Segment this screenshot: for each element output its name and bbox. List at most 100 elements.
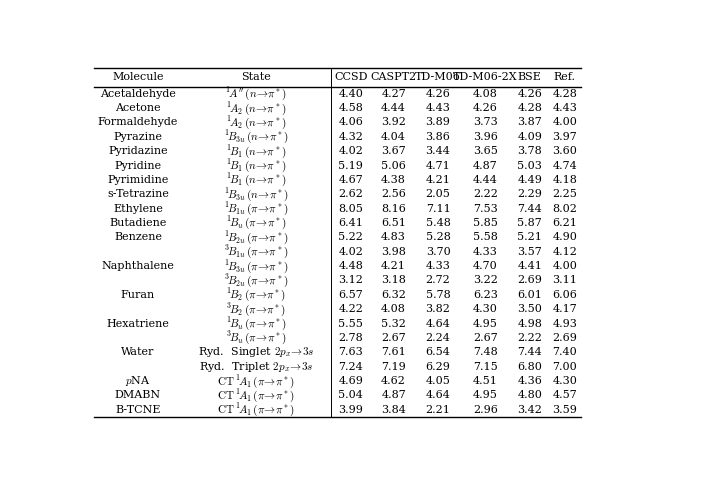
Text: 5.04: 5.04 bbox=[338, 390, 364, 400]
Text: 4.30: 4.30 bbox=[473, 304, 498, 314]
Text: 7.61: 7.61 bbox=[381, 347, 406, 357]
Text: 7.44: 7.44 bbox=[518, 204, 542, 214]
Text: Pyrimidine: Pyrimidine bbox=[108, 175, 168, 185]
Text: 7.53: 7.53 bbox=[473, 204, 498, 214]
Text: 5.21: 5.21 bbox=[517, 232, 542, 243]
Text: 3.78: 3.78 bbox=[518, 146, 542, 156]
Text: 4.71: 4.71 bbox=[426, 161, 450, 170]
Text: 2.78: 2.78 bbox=[338, 333, 364, 343]
Text: 4.74: 4.74 bbox=[552, 161, 577, 170]
Text: 4.98: 4.98 bbox=[517, 319, 542, 328]
Text: 4.21: 4.21 bbox=[381, 261, 406, 271]
Text: $p$NA: $p$NA bbox=[125, 374, 151, 388]
Text: $^1\!B_2\,(\pi\!\rightarrow\!\pi^*)$: $^1\!B_2\,(\pi\!\rightarrow\!\pi^*)$ bbox=[227, 286, 286, 303]
Text: 4.36: 4.36 bbox=[517, 376, 542, 386]
Text: $^3\!B_2\,(\pi\!\rightarrow\!\pi^*)$: $^3\!B_2\,(\pi\!\rightarrow\!\pi^*)$ bbox=[227, 300, 286, 318]
Text: Pyrazine: Pyrazine bbox=[113, 132, 163, 142]
Text: 4.21: 4.21 bbox=[426, 175, 450, 185]
Text: 5.87: 5.87 bbox=[518, 218, 542, 228]
Text: CCSD: CCSD bbox=[334, 73, 368, 82]
Text: Benzene: Benzene bbox=[114, 232, 162, 243]
Text: 3.67: 3.67 bbox=[381, 146, 406, 156]
Text: 4.06: 4.06 bbox=[338, 117, 364, 128]
Text: 3.89: 3.89 bbox=[426, 117, 450, 128]
Text: $^1\!B_{3u}\,(n\!\rightarrow\!\pi^*)$: $^1\!B_{3u}\,(n\!\rightarrow\!\pi^*)$ bbox=[224, 128, 289, 145]
Text: $^1\!B_u\,(\pi\!\rightarrow\!\pi^*)$: $^1\!B_u\,(\pi\!\rightarrow\!\pi^*)$ bbox=[226, 315, 287, 332]
Text: 5.48: 5.48 bbox=[426, 218, 450, 228]
Text: 4.32: 4.32 bbox=[338, 132, 364, 142]
Text: Butadiene: Butadiene bbox=[109, 218, 166, 228]
Text: TD-M06-2X: TD-M06-2X bbox=[453, 73, 518, 82]
Text: 4.51: 4.51 bbox=[473, 376, 498, 386]
Text: 5.06: 5.06 bbox=[381, 161, 406, 170]
Text: $^3\!B_u\,(\pi\!\rightarrow\!\pi^*)$: $^3\!B_u\,(\pi\!\rightarrow\!\pi^*)$ bbox=[226, 329, 287, 347]
Text: 4.28: 4.28 bbox=[517, 103, 542, 113]
Text: $\mathrm{CT}\,^1\!A_1\,(\pi\!\rightarrow\!\pi^*)$: $\mathrm{CT}\,^1\!A_1\,(\pi\!\rightarrow… bbox=[217, 401, 295, 418]
Text: 4.26: 4.26 bbox=[517, 89, 542, 99]
Text: 3.98: 3.98 bbox=[381, 247, 406, 257]
Text: 6.57: 6.57 bbox=[338, 290, 364, 300]
Text: 4.22: 4.22 bbox=[338, 304, 364, 314]
Text: Pyridazine: Pyridazine bbox=[108, 146, 168, 156]
Text: Pyridine: Pyridine bbox=[115, 161, 161, 170]
Text: 7.15: 7.15 bbox=[473, 362, 498, 372]
Text: 4.83: 4.83 bbox=[381, 232, 406, 243]
Text: 2.22: 2.22 bbox=[473, 189, 498, 199]
Text: 2.22: 2.22 bbox=[517, 333, 542, 343]
Text: 3.57: 3.57 bbox=[518, 247, 542, 257]
Text: 6.51: 6.51 bbox=[381, 218, 406, 228]
Text: 4.67: 4.67 bbox=[338, 175, 364, 185]
Text: 3.65: 3.65 bbox=[473, 146, 498, 156]
Text: 4.95: 4.95 bbox=[473, 390, 498, 400]
Text: 5.85: 5.85 bbox=[473, 218, 498, 228]
Text: 2.69: 2.69 bbox=[552, 333, 577, 343]
Text: 6.32: 6.32 bbox=[381, 290, 406, 300]
Text: 2.05: 2.05 bbox=[426, 189, 450, 199]
Text: 4.00: 4.00 bbox=[552, 261, 577, 271]
Text: 2.56: 2.56 bbox=[381, 189, 406, 199]
Text: 3.96: 3.96 bbox=[473, 132, 498, 142]
Text: 3.86: 3.86 bbox=[426, 132, 450, 142]
Text: $^1\!A''\,(n\!\rightarrow\!\pi^*)$: $^1\!A''\,(n\!\rightarrow\!\pi^*)$ bbox=[225, 85, 288, 102]
Text: 3.22: 3.22 bbox=[473, 275, 498, 285]
Text: 4.02: 4.02 bbox=[338, 247, 364, 257]
Text: DMABN: DMABN bbox=[115, 390, 161, 400]
Text: 4.43: 4.43 bbox=[426, 103, 450, 113]
Text: 4.08: 4.08 bbox=[473, 89, 498, 99]
Text: 4.43: 4.43 bbox=[552, 103, 577, 113]
Text: 4.41: 4.41 bbox=[517, 261, 542, 271]
Text: 4.64: 4.64 bbox=[426, 319, 450, 328]
Text: 2.69: 2.69 bbox=[517, 275, 542, 285]
Text: 3.44: 3.44 bbox=[426, 146, 450, 156]
Text: 3.92: 3.92 bbox=[381, 117, 406, 128]
Text: 4.87: 4.87 bbox=[381, 390, 406, 400]
Text: B-TCNE: B-TCNE bbox=[115, 405, 161, 415]
Text: $^3\!B_{1u}\,(\pi\!\rightarrow\!\pi^*)$: $^3\!B_{1u}\,(\pi\!\rightarrow\!\pi^*)$ bbox=[224, 243, 289, 260]
Text: 6.21: 6.21 bbox=[552, 218, 577, 228]
Text: 4.04: 4.04 bbox=[381, 132, 406, 142]
Text: 2.25: 2.25 bbox=[552, 189, 577, 199]
Text: 6.54: 6.54 bbox=[426, 347, 450, 357]
Text: 2.67: 2.67 bbox=[381, 333, 406, 343]
Text: 4.44: 4.44 bbox=[473, 175, 498, 185]
Text: 5.28: 5.28 bbox=[426, 232, 450, 243]
Text: 7.48: 7.48 bbox=[473, 347, 498, 357]
Text: 4.64: 4.64 bbox=[426, 390, 450, 400]
Text: CASPT2: CASPT2 bbox=[371, 73, 417, 82]
Text: 4.26: 4.26 bbox=[473, 103, 498, 113]
Text: 2.72: 2.72 bbox=[426, 275, 450, 285]
Text: TD-M06: TD-M06 bbox=[415, 73, 461, 82]
Text: s-Tetrazine: s-Tetrazine bbox=[107, 189, 169, 199]
Text: Molecule: Molecule bbox=[113, 73, 163, 82]
Text: 2.21: 2.21 bbox=[426, 405, 450, 415]
Text: 8.02: 8.02 bbox=[552, 204, 577, 214]
Text: $^1\!B_{3u}\,(n\!\rightarrow\!\pi^*)$: $^1\!B_{3u}\,(n\!\rightarrow\!\pi^*)$ bbox=[224, 186, 289, 203]
Text: 8.16: 8.16 bbox=[381, 204, 406, 214]
Text: 7.40: 7.40 bbox=[552, 347, 577, 357]
Text: 7.11: 7.11 bbox=[426, 204, 450, 214]
Text: 4.17: 4.17 bbox=[552, 304, 577, 314]
Text: Ryd.  Triplet $2p_x\!\rightarrow\!3s$: Ryd. Triplet $2p_x\!\rightarrow\!3s$ bbox=[199, 360, 313, 374]
Text: Naphthalene: Naphthalene bbox=[102, 261, 174, 271]
Text: 4.05: 4.05 bbox=[426, 376, 450, 386]
Text: 5.03: 5.03 bbox=[517, 161, 542, 170]
